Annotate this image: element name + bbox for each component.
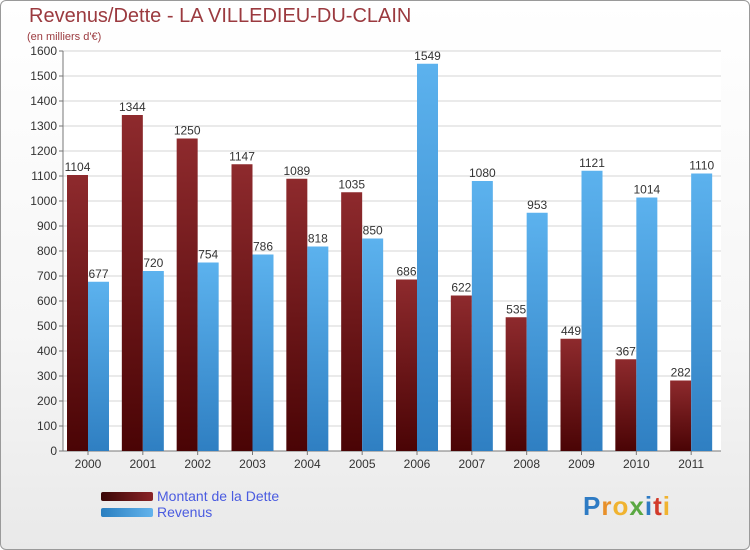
legend-label-revenus: Revenus [157,504,213,520]
bar-revenus [581,170,603,451]
data-label-revenus: 754 [198,248,218,262]
y-tick-label: 0 [50,444,57,458]
bar-revenus [88,281,109,451]
bar-revenus [252,254,274,451]
bar-dette [176,138,198,451]
bar-dette [67,175,88,451]
y-tick-label: 700 [37,269,57,283]
data-label-revenus: 786 [253,240,273,254]
x-tick-label: 2000 [75,457,102,471]
chart-subtitle: (en milliers d'€) [27,31,102,43]
y-tick-label: 100 [37,419,57,433]
bar-revenus [526,212,548,451]
data-label-dette: 622 [451,281,471,295]
y-tick-label: 900 [37,219,57,233]
x-tick-label: 2007 [458,457,485,471]
legend-item-dette: Montant de la Dette [101,488,279,504]
data-label-dette: 535 [506,302,526,316]
y-tick-label: 1300 [30,119,57,133]
bar-dette [341,192,363,451]
y-tick-label: 200 [37,394,57,408]
legend: Montant de la Dette Revenus [101,488,279,520]
data-label-dette: 449 [561,324,581,338]
bar-dette [396,279,417,451]
y-tick-label: 1100 [31,169,57,183]
y-tick-label: 300 [37,369,57,383]
data-label-revenus: 1549 [414,49,441,63]
bar-revenus [197,262,219,451]
data-label-revenus: 850 [363,224,383,238]
legend-label-dette: Montant de la Dette [157,488,280,504]
legend-item-revenus: Revenus [101,504,279,520]
y-tick-label: 1200 [30,144,57,158]
y-tick-label: 1600 [30,44,57,58]
legend-swatch-revenus [101,507,153,517]
bar-dette [505,317,527,451]
bar-dette [450,295,472,451]
legend-swatch-dette [101,491,153,501]
x-tick-label: 2001 [129,457,156,471]
bar-revenus [307,246,329,451]
y-tick-label: 1500 [30,69,57,83]
y-tick-label: 600 [37,294,57,308]
data-label-revenus: 1121 [579,156,605,170]
data-label-revenus: 720 [143,256,163,270]
data-label-dette: 1344 [119,100,146,114]
data-label-dette: 1147 [229,149,255,163]
data-label-revenus: 953 [527,198,547,212]
x-tick-label: 2009 [568,457,595,471]
x-tick-label: 2008 [513,457,540,471]
x-tick-label: 2011 [678,457,704,471]
bar-dette [670,380,692,451]
x-tick-label: 2006 [404,457,431,471]
x-tick-label: 2004 [294,457,321,471]
chart-title: Revenus/Dette - LA VILLEDIEU-DU-CLAIN [29,5,412,27]
data-label-revenus: 1014 [633,183,660,197]
proxiti-logo: Proxiti [583,491,671,521]
data-label-dette: 1104 [65,160,91,174]
data-label-revenus: 818 [308,232,328,246]
y-tick-label: 400 [37,344,57,358]
bar-dette [231,164,253,451]
bar-dette [615,359,637,451]
data-label-dette: 367 [616,344,636,358]
data-label-dette: 1250 [174,124,201,138]
x-tick-label: 2002 [184,457,211,471]
x-tick-label: 2005 [349,457,376,471]
data-label-revenus: 677 [88,267,108,281]
bar-revenus [471,181,493,451]
bar-revenus [142,271,164,451]
x-tick-label: 2010 [623,457,650,471]
data-label-dette: 1089 [283,164,310,178]
bar-dette [286,178,308,451]
bar-dette [560,338,582,451]
bar-revenus [691,173,713,451]
y-tick-label: 800 [37,244,57,258]
bar-revenus [636,197,658,451]
data-label-revenus: 1080 [469,166,496,180]
data-label-revenus: 1110 [689,159,714,173]
y-tick-label: 500 [37,319,57,333]
bar-dette [121,115,143,451]
x-tick-label: 2003 [239,457,266,471]
y-tick-label: 1000 [30,194,57,208]
data-label-dette: 1035 [338,177,365,191]
bar-revenus [417,63,438,451]
data-label-dette: 282 [671,366,691,380]
y-tick-label: 1400 [30,94,57,108]
data-label-dette: 686 [396,265,416,279]
bar-revenus [362,238,384,451]
